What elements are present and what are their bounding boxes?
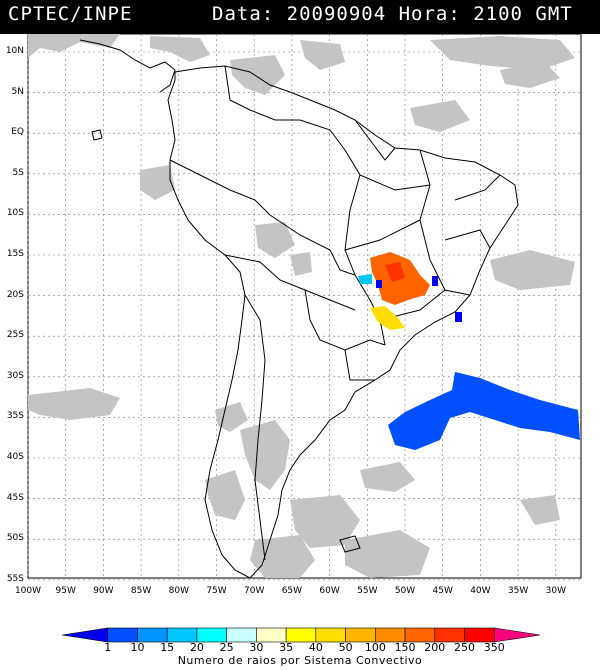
- colorbar-tick-label: 150: [394, 641, 416, 654]
- colorbar-tick-label: 100: [364, 641, 386, 654]
- lat-label: 10N: [5, 46, 24, 56]
- lon-label: 35W: [507, 586, 529, 596]
- colorbar-tick-label: 20: [189, 641, 204, 654]
- lat-label: 20S: [6, 289, 24, 300]
- lon-label: 40W: [470, 586, 491, 596]
- colorbar-segment: [256, 627, 287, 643]
- lat-label: 5N: [11, 86, 24, 97]
- lon-label: 65W: [281, 586, 303, 596]
- system-parana: [370, 306, 405, 330]
- lat-label: EQ: [11, 127, 24, 138]
- header-source: CPTEC/INPE: [8, 3, 133, 25]
- lat-label: 15S: [6, 249, 24, 259]
- colorbar-tick-label: 50: [338, 641, 353, 654]
- colorbar-segment: [61, 627, 109, 643]
- lon-label: 55W: [357, 586, 378, 596]
- colorbar-title: Numero de raios por Sistema Convectivo: [177, 654, 423, 667]
- lat-label: 45S: [6, 492, 24, 503]
- lon-label: 50W: [394, 586, 416, 596]
- colorbar-tick-label: 250: [454, 641, 476, 654]
- lon-label: 90W: [93, 586, 114, 596]
- colorbar-tick-label: 200: [424, 641, 446, 654]
- colorbar-tick-label: 35: [279, 641, 294, 654]
- lightning-map: [27, 34, 582, 581]
- colorbar-tick-label: 15: [160, 641, 175, 654]
- lon-label: 70W: [244, 586, 265, 596]
- colorbar-tick-label: 10: [130, 641, 145, 654]
- header-date-time: Data: 20090904 Hora: 2100 GMT: [212, 3, 573, 25]
- lon-label: 45W: [432, 586, 453, 596]
- colorbar-segment: [196, 627, 227, 643]
- colorbar-segment: [464, 627, 495, 643]
- lat-label: 5S: [12, 167, 24, 178]
- map-frame: [27, 34, 582, 579]
- colorbar-segment: [315, 627, 346, 643]
- lon-label: 80W: [168, 586, 189, 596]
- colorbar-segment: [226, 627, 257, 643]
- colorbar-tick-label: 350: [483, 641, 505, 654]
- colorbar-segment: [375, 627, 406, 643]
- lon-label: 30W: [545, 586, 566, 596]
- lat-lon-grid: [27, 34, 581, 581]
- colorbar-segment: [166, 627, 198, 643]
- lat-label: 25S: [6, 330, 24, 341]
- colorbar-segment: [137, 627, 168, 643]
- lat-label: 40S: [6, 452, 24, 462]
- colorbar-segment: [345, 627, 376, 643]
- colorbar: [61, 627, 541, 643]
- lat-label: 30S: [6, 370, 24, 381]
- colorbar-tick-label: 30: [249, 641, 264, 654]
- map-header: CPTEC/INPE Data: 20090904 Hora: 2100 GMT: [0, 0, 600, 34]
- lat-label: 35S: [6, 411, 24, 422]
- lat-label: 50S: [6, 533, 24, 544]
- lon-label: 95W: [55, 586, 76, 596]
- colorbar-segment: [285, 627, 317, 643]
- ocean-system-south-atlantic: [388, 372, 580, 450]
- lon-label: 100W: [14, 586, 42, 596]
- colorbar-tick-label: 40: [308, 641, 323, 654]
- colorbar-segment: [434, 627, 465, 643]
- colorbar-segment: [493, 627, 541, 643]
- lon-label: 60W: [319, 586, 340, 596]
- colorbar-segment: [107, 627, 138, 643]
- colorbar-tick-label: 25: [219, 641, 234, 654]
- colorbar-segment: [404, 627, 436, 643]
- lon-label: 85W: [130, 586, 152, 596]
- lon-label: 75W: [206, 586, 227, 596]
- lat-label: 10S: [6, 208, 24, 219]
- convective-systems: [358, 252, 580, 450]
- political-borders: [79, 39, 519, 579]
- colorbar-tick-label: 1: [104, 641, 112, 654]
- lat-label: 55S: [6, 573, 24, 584]
